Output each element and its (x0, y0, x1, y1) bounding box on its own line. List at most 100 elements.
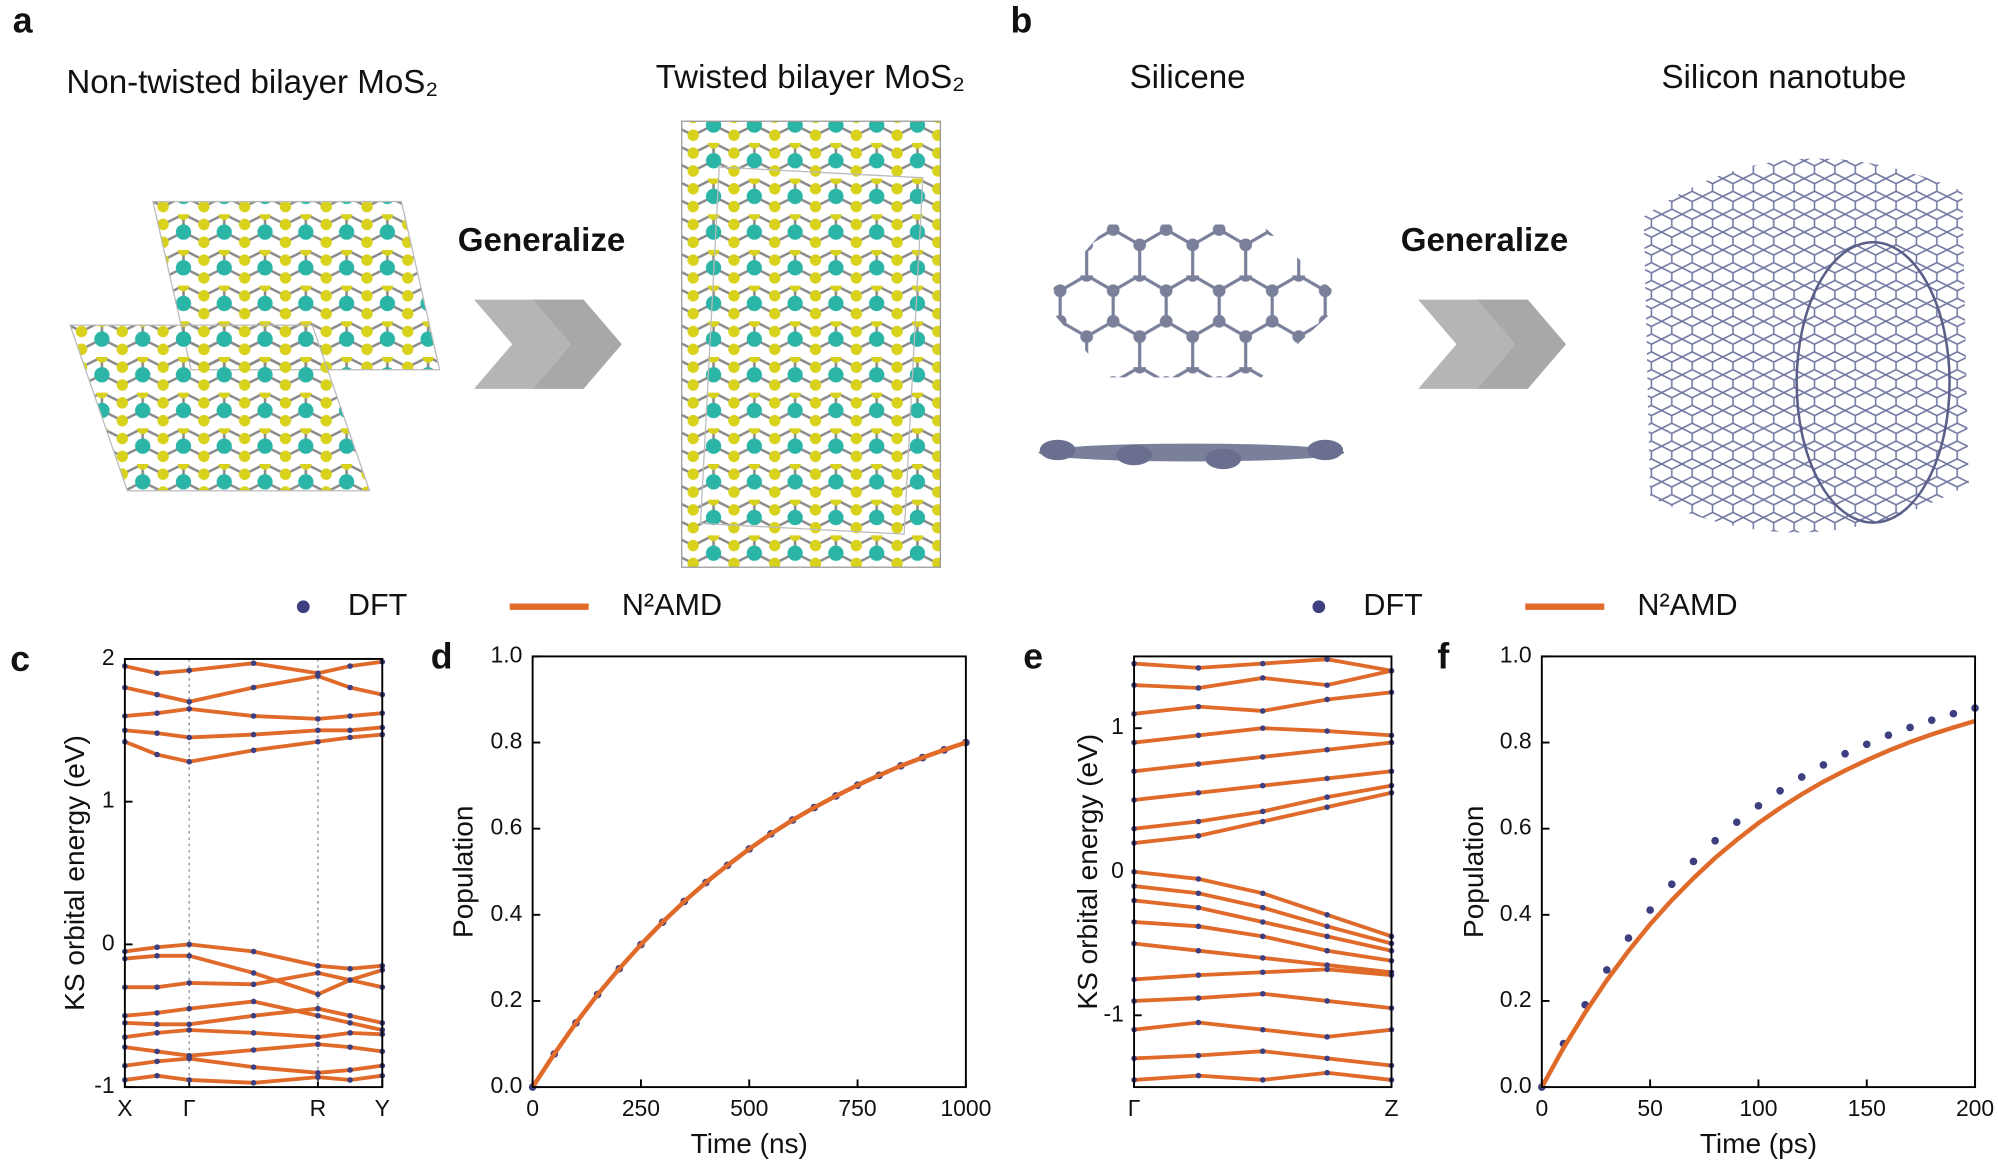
band-dot (186, 706, 193, 712)
legend-dot (1312, 600, 1326, 614)
band-dot (315, 1074, 321, 1080)
band-dot (154, 691, 160, 698)
band-dot (1324, 966, 1330, 973)
band-dot (1324, 912, 1330, 918)
band-dot (347, 965, 353, 972)
mos2-layer (69, 324, 371, 492)
y-tick-label: -1 (94, 1072, 114, 1098)
y-tick-label: -1 (1103, 1000, 1123, 1026)
band-dot (1195, 947, 1202, 954)
data-dot (1624, 934, 1633, 942)
band-dot (250, 970, 257, 976)
band-dot (154, 1021, 160, 1028)
band-dot (154, 984, 160, 991)
band-dot (250, 1030, 257, 1036)
panel-label: c (10, 639, 30, 679)
band-dot (250, 731, 257, 738)
band-dot (1324, 775, 1330, 782)
band-dot (186, 758, 193, 765)
band-dot (154, 670, 160, 677)
band-dot (315, 1070, 321, 1076)
y-tick-label: 0 (1111, 857, 1124, 883)
band-dot (186, 1021, 193, 1028)
band-dot (1324, 962, 1330, 968)
y-tick-label: 0 (102, 929, 115, 955)
band-dot (1259, 990, 1266, 997)
band-dot (1324, 656, 1330, 663)
band-dot (154, 1048, 160, 1055)
band-dot (315, 738, 321, 745)
data-dot (1884, 731, 1893, 740)
data-dot (1949, 709, 1958, 718)
band-dot (347, 684, 353, 691)
band-dot (347, 734, 353, 741)
x-tick-label: R (310, 1095, 327, 1121)
panel-label: e (1023, 636, 1043, 676)
y-tick-label: 0.0 (491, 1072, 523, 1098)
band-dot (154, 1058, 160, 1065)
band-dot (315, 1034, 321, 1040)
band-dot (347, 1067, 353, 1073)
band-dot (1259, 904, 1266, 911)
band-dot (1195, 1072, 1202, 1079)
si-row (1038, 443, 1345, 462)
data-dot (1841, 749, 1849, 758)
plot-frame (1540, 655, 1977, 1089)
band-dot (1324, 1069, 1330, 1076)
x-tick-label: 500 (730, 1095, 768, 1121)
band-dot (154, 952, 160, 959)
band-dot (315, 1012, 321, 1019)
y-tick-label: 0.4 (491, 900, 523, 926)
legend-label: N²AMD (622, 588, 722, 622)
band-dot (1259, 969, 1266, 976)
y-axis-label: KS orbital energy (eV) (59, 735, 90, 1011)
silicene-top (1042, 224, 1345, 378)
band-dot (186, 952, 193, 959)
legend-label: DFT (348, 588, 407, 622)
band-dot (1195, 818, 1202, 825)
nanotube (1643, 158, 1969, 533)
y-tick-label: 2 (102, 644, 115, 670)
band-dot (186, 1027, 193, 1033)
band-dot (154, 1072, 160, 1079)
band-dot (315, 670, 321, 677)
band-dot (250, 660, 257, 667)
band-dot (186, 734, 193, 741)
plot-frame (123, 657, 384, 1089)
band-dot (1324, 804, 1330, 810)
data-dot (1667, 880, 1676, 889)
x-tick-label: 50 (1637, 1095, 1663, 1121)
band-dot (250, 1047, 257, 1053)
plot-frame (531, 655, 967, 1089)
y-tick-label: 0.0 (1500, 1072, 1532, 1098)
plot-frame (1133, 655, 1393, 1089)
band-dot (1259, 1026, 1266, 1033)
y-tick-label: 1 (102, 787, 115, 813)
x-tick-label: 0 (526, 1095, 539, 1121)
data-dot (1927, 716, 1936, 724)
band-dot (1195, 876, 1202, 882)
band-dot (250, 998, 257, 1005)
band-dot (1259, 890, 1266, 897)
band-line (1133, 790, 1392, 845)
y-axis-label: Population (448, 806, 479, 938)
band-dot (1324, 933, 1330, 940)
structure-title: Non-twisted bilayer MoS₂ (66, 64, 438, 101)
band-dot (1195, 972, 1202, 978)
band-dot (186, 1005, 193, 1012)
band-dot (1259, 955, 1266, 961)
band-dot (315, 970, 321, 976)
y-tick-label: 0.4 (1500, 900, 1532, 926)
y-axis-label: Population (1458, 806, 1489, 938)
band-dot (1195, 761, 1202, 767)
si-atom (1116, 444, 1152, 466)
y-tick-label: 1.0 (1500, 641, 1532, 667)
x-tick-label: 250 (622, 1095, 660, 1121)
band-dot (347, 1044, 353, 1050)
x-tick-label: 100 (1739, 1095, 1777, 1121)
data-dot (1906, 723, 1914, 732)
data-dot (1602, 966, 1611, 974)
tube-rim (1795, 241, 1951, 524)
band-dot (1195, 732, 1202, 739)
